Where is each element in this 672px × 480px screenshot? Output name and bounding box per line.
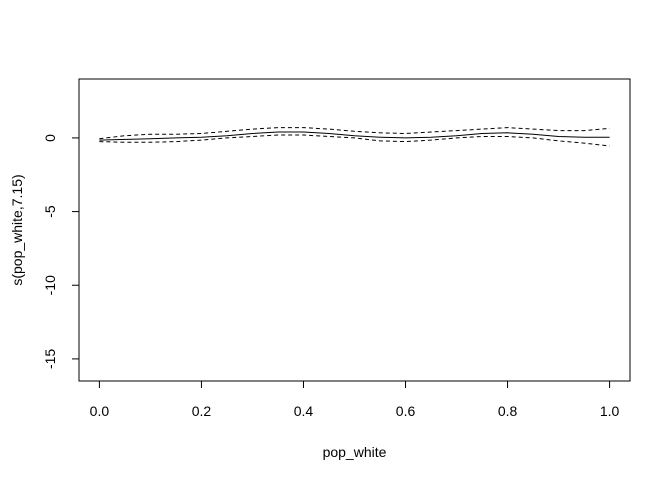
x-axis-label: pop_white xyxy=(323,444,387,460)
x-axis: 0.0 0.2 0.4 0.6 0.8 1.0 xyxy=(90,380,620,419)
series-layer xyxy=(99,127,610,147)
y-tick-label: -15 xyxy=(42,349,58,369)
y-tick-label: -5 xyxy=(42,205,58,218)
x-tick-label: 0.4 xyxy=(294,403,314,419)
x-tick-label: 0.2 xyxy=(192,403,212,419)
x-tick-label: 0.8 xyxy=(498,403,518,419)
y-axis: 0 -5 -10 -15 xyxy=(42,134,80,369)
upper-confidence-band xyxy=(99,127,610,140)
smooth-estimate-line xyxy=(99,131,610,141)
x-tick-label: 0.6 xyxy=(396,403,416,419)
x-tick-label: 0.0 xyxy=(90,403,110,419)
x-tick-label: 1.0 xyxy=(600,403,620,419)
y-axis-label: s(pop_white,7.15) xyxy=(9,174,25,285)
lower-confidence-band xyxy=(99,134,610,147)
y-tick-label: -10 xyxy=(42,275,58,295)
y-tick-label: 0 xyxy=(42,134,58,142)
